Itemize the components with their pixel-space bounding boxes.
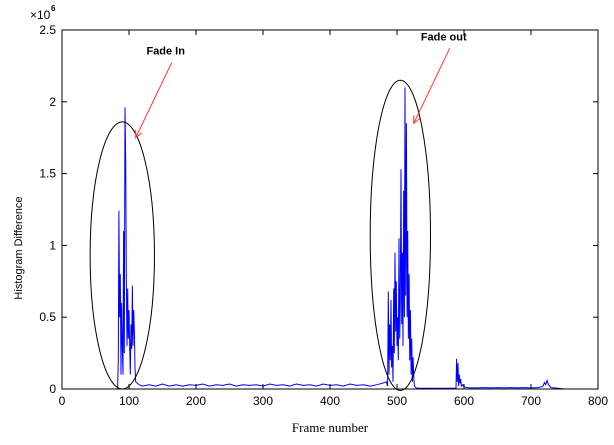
y-tick-label-1: 0.5	[39, 310, 56, 324]
y-axis-title: Histogram Difference	[13, 196, 25, 299]
annotation-arrow-0	[135, 62, 173, 138]
x-tick-label-0: 0	[59, 394, 66, 408]
y-tick-label-3: 1.5	[39, 167, 56, 181]
y-tick-label-5: 2.5	[39, 23, 56, 37]
x-tick-label-1: 100	[119, 394, 139, 408]
x-axis-title: Frame number	[292, 420, 369, 435]
annotation-label-1: Fade out	[421, 31, 467, 43]
y-tick-label-2: 1	[49, 238, 56, 252]
x-tick-label-4: 400	[320, 394, 340, 408]
x-tick-label-5: 500	[387, 394, 407, 408]
plot-layer	[62, 87, 565, 390]
annotation-label-0: Fade In	[146, 46, 185, 58]
annotation-arrow-1	[413, 48, 451, 124]
axes-layer: 0 100 200 300 400 500 600 700 800 0 0.5 1 1.5 2 2.5	[39, 23, 608, 408]
x-tick-label-3: 300	[253, 394, 273, 408]
x-tick-label-2: 200	[186, 394, 206, 408]
annotation-ellipse-1	[369, 79, 432, 391]
y-tick-label-4: 2	[49, 95, 56, 109]
annotation-arrowhead-0	[135, 129, 143, 139]
y-multiplier-label: ×10	[30, 8, 51, 22]
x-tick-label-7: 700	[521, 394, 541, 408]
y-multiplier-exponent: 6	[51, 4, 56, 13]
x-tick-label-6: 600	[454, 394, 474, 408]
x-tick-label-8: 800	[588, 394, 608, 408]
annotation-arrowhead-1	[413, 115, 421, 125]
y-tick-label-0: 0	[49, 382, 56, 396]
series-line-0	[62, 87, 565, 390]
